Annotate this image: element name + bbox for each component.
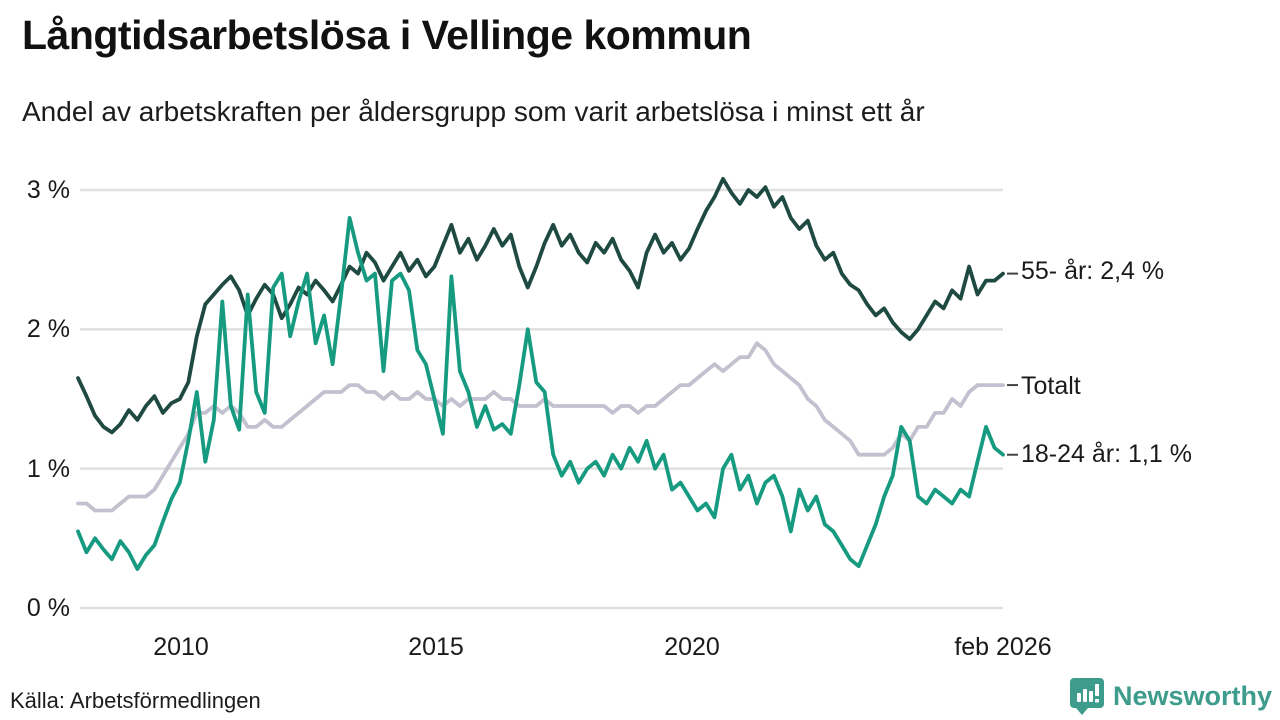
series-label-total: Totalt <box>1021 372 1081 400</box>
bar-chart-speech-bubble-icon <box>1069 678 1104 715</box>
series-line-18-24-r <box>76 215 1005 571</box>
x-axis-tick-2015: 2015 <box>408 633 464 661</box>
y-axis-tick-1: 1 % <box>26 455 70 483</box>
series-line-55-r <box>76 176 1005 435</box>
page-title: Långtidsarbetslösa i Vellinge kommun <box>22 12 752 58</box>
series-label-18-24: 18-24 år: 1,1 % <box>1021 440 1192 468</box>
chart-subtitle: Andel av arbetskraften per åldersgrupp s… <box>22 96 925 127</box>
series-label-55-plus: 55- år: 2,4 % <box>1021 257 1165 285</box>
x-axis-tick-feb-2026: feb 2026 <box>954 633 1052 661</box>
source-attribution: Källa: Arbetsförmedlingen <box>10 688 261 713</box>
y-axis-tick-0: 0 % <box>26 594 70 622</box>
y-axis-tick-3: 3 % <box>26 176 70 204</box>
x-axis-tick-2020: 2020 <box>664 633 720 661</box>
x-axis-tick-2010: 2010 <box>153 633 209 661</box>
brand-logo: Newsworthy <box>1068 676 1272 716</box>
brand-name: Newsworthy <box>1112 680 1272 711</box>
y-axis-tick-2: 2 % <box>26 315 70 343</box>
